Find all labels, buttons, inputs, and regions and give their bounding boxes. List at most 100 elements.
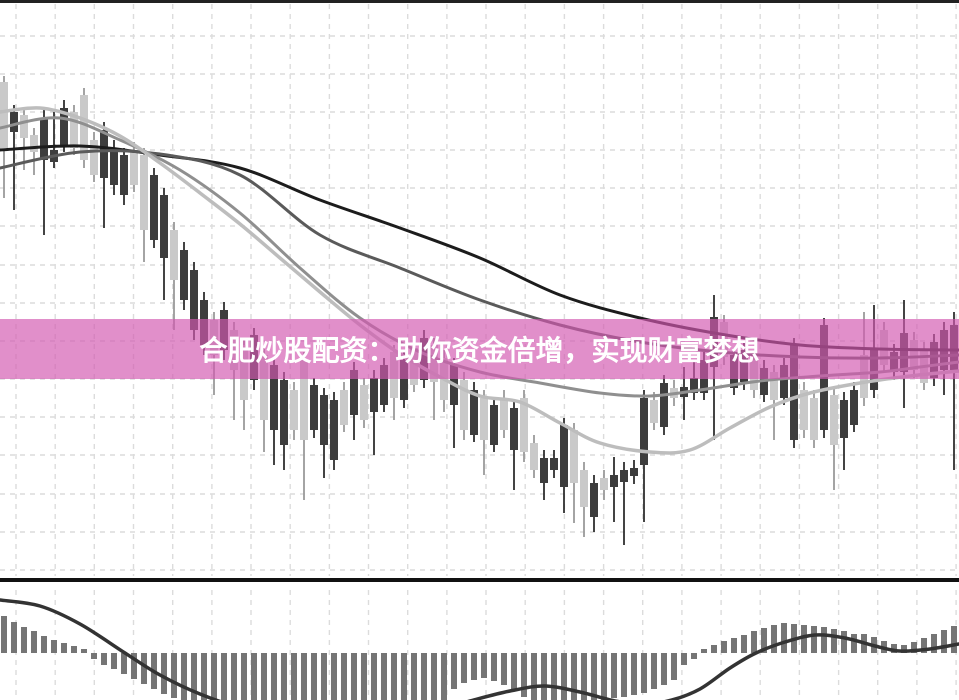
- candle-down: [110, 148, 118, 185]
- macd-bar-positive: [731, 638, 737, 653]
- macd-bar-negative: [101, 653, 107, 665]
- macd-bar-negative: [471, 653, 477, 680]
- candle-down: [630, 468, 638, 476]
- macd-bar-positive: [721, 641, 727, 653]
- candle-down: [620, 470, 628, 482]
- macd-bar-negative: [91, 653, 97, 659]
- panel-divider: [0, 578, 959, 582]
- macd-bar-negative: [481, 653, 487, 678]
- candle-up: [810, 398, 818, 440]
- macd-bar-positive: [81, 649, 87, 653]
- macd-bar-negative: [121, 653, 127, 674]
- macd-bar-negative: [631, 653, 637, 695]
- candle-down: [380, 365, 388, 405]
- candle-down: [190, 270, 198, 330]
- macd-bar-negative: [671, 653, 677, 680]
- candle-up: [70, 112, 78, 148]
- candle-up: [480, 398, 488, 440]
- candle-down: [840, 400, 848, 438]
- candle-up: [530, 443, 538, 470]
- macd-bar-positive: [941, 630, 947, 653]
- macd-bar-negative: [551, 653, 557, 700]
- macd-bar-negative: [241, 653, 247, 700]
- candle-down: [60, 108, 68, 145]
- macd-bar-negative: [401, 653, 407, 700]
- macd-bar-positive: [921, 638, 927, 653]
- macd-bar-negative: [381, 653, 387, 700]
- candle-up: [650, 400, 658, 423]
- macd-bar-negative: [111, 653, 117, 669]
- macd-bar-negative: [281, 653, 287, 700]
- promo-banner: 合肥炒股配资：助你资金倍增，实现财富梦想: [0, 319, 959, 379]
- macd-bar-negative: [641, 653, 647, 693]
- candle-down: [590, 483, 598, 517]
- candle-down: [470, 390, 478, 435]
- macd-bar-negative: [141, 653, 147, 684]
- macd-bar-negative: [171, 653, 177, 698]
- macd-bar-negative: [421, 653, 427, 700]
- candle-down: [400, 360, 408, 400]
- macd-bar-positive: [11, 622, 17, 653]
- candle-down: [610, 475, 618, 487]
- candle-down: [10, 112, 18, 132]
- macd-bar-positive: [911, 642, 917, 653]
- macd-bar-negative: [411, 653, 417, 700]
- macd-bar-negative: [611, 653, 617, 698]
- macd-bar-negative: [211, 653, 217, 700]
- macd-bar-positive: [901, 645, 907, 653]
- macd-signal-line: [0, 598, 959, 700]
- macd-bar-positive: [31, 631, 37, 653]
- candle-up: [580, 470, 588, 507]
- candle-down: [490, 405, 498, 445]
- macd-bar-negative: [451, 653, 457, 689]
- macd-bar-positive: [741, 635, 747, 653]
- candle-down: [320, 395, 328, 445]
- macd-bar-positive: [751, 631, 757, 653]
- macd-bar-negative: [571, 653, 577, 700]
- candle-down: [120, 155, 128, 195]
- candle-up: [130, 150, 138, 185]
- macd-bar-negative: [621, 653, 627, 697]
- macd-bar-negative: [231, 653, 237, 700]
- candle-up: [520, 398, 528, 452]
- macd-bar-positive: [821, 627, 827, 653]
- candle-up: [0, 82, 8, 150]
- macd-bar-negative: [561, 653, 567, 700]
- macd-bar-positive: [21, 627, 27, 653]
- candle-up: [80, 95, 88, 160]
- macd-bar-negative: [311, 653, 317, 700]
- macd-bar-positive: [801, 625, 807, 653]
- candle-up: [460, 380, 468, 430]
- macd-bar-positive: [771, 625, 777, 653]
- candle-up: [800, 390, 808, 430]
- macd-bar-positive: [891, 644, 897, 653]
- top-border: [0, 0, 959, 3]
- macd-bar-negative: [161, 653, 167, 694]
- macd-bar-positive: [851, 634, 857, 653]
- candle-down: [790, 345, 798, 440]
- macd-bar-positive: [831, 629, 837, 653]
- candle-down: [660, 383, 668, 427]
- candle-down: [850, 390, 858, 425]
- macd-bar-negative: [271, 653, 277, 700]
- candle-down: [160, 195, 168, 258]
- macd-bar-negative: [181, 653, 187, 700]
- macd-bar-positive: [811, 626, 817, 653]
- macd-bar-negative: [331, 653, 337, 700]
- candle-down: [180, 250, 188, 300]
- candle-down: [540, 458, 548, 483]
- macd-bar-negative: [221, 653, 227, 700]
- macd-bar-positive: [701, 649, 707, 653]
- macd-bar-positive: [931, 634, 937, 653]
- candle-down: [550, 458, 558, 470]
- candle-up: [300, 360, 308, 440]
- candle-down: [780, 365, 788, 398]
- macd-bar-positive: [61, 643, 67, 653]
- candle-down: [280, 380, 288, 445]
- candle-down: [640, 398, 648, 465]
- macd-bar-negative: [461, 653, 467, 683]
- macd-bar-positive: [51, 640, 57, 653]
- candle-down: [690, 378, 698, 393]
